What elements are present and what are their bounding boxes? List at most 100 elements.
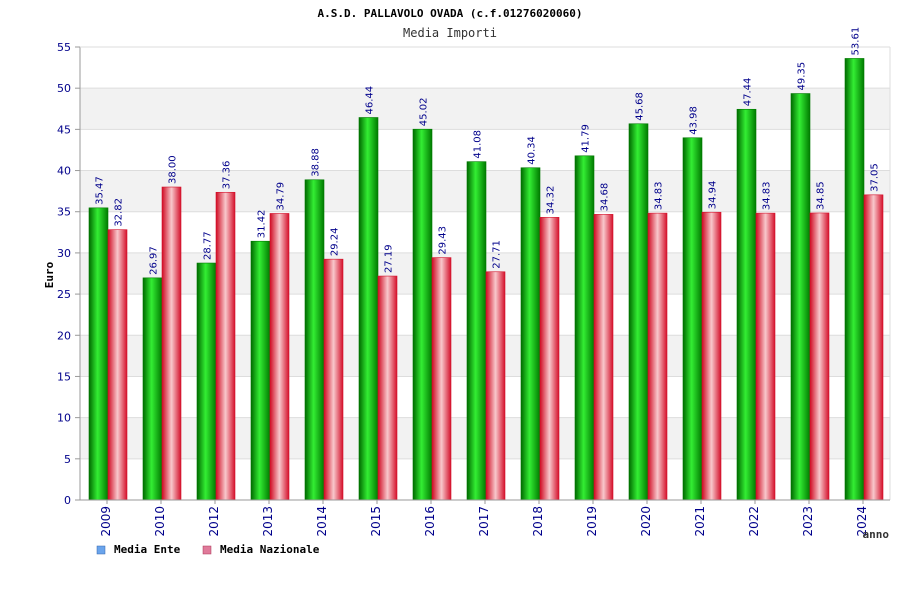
bar-media-nazionale <box>323 258 344 501</box>
x-axis-label: anno <box>863 528 890 541</box>
chart-subtitle: Media Importi <box>403 26 497 40</box>
x-tick-label: 2021 <box>693 506 707 537</box>
data-label-media-nazionale: 34.85 <box>816 181 827 210</box>
data-label-media-nazionale: 34.83 <box>654 181 665 210</box>
x-tick-label: 2024 <box>855 506 869 537</box>
y-tick-label: 15 <box>57 370 71 383</box>
data-label-media-nazionale: 27.71 <box>492 240 503 269</box>
data-label-media-ente: 40.34 <box>527 136 538 165</box>
data-label-media-ente: 41.79 <box>581 124 592 153</box>
legend: Media Ente Media Nazionale <box>96 543 320 556</box>
bar-media-nazionale <box>809 212 830 501</box>
bar-media-nazionale <box>161 186 182 501</box>
bar-media-ente <box>466 161 487 501</box>
y-tick-label: 55 <box>57 41 71 54</box>
bar-media-ente <box>520 167 541 501</box>
bar-media-nazionale <box>269 213 290 501</box>
bar-media-ente <box>196 262 217 501</box>
x-tick-label: 2015 <box>369 506 383 537</box>
x-tick-label: 2018 <box>531 506 545 537</box>
data-label-media-ente: 31.42 <box>257 210 268 239</box>
bar-media-ente <box>736 108 757 501</box>
data-label-media-nazionale: 34.79 <box>276 182 287 211</box>
x-tick-label: 2023 <box>801 506 815 537</box>
x-tick-label: 2012 <box>207 506 221 537</box>
data-label-media-ente: 46.44 <box>365 86 376 115</box>
data-label-media-ente: 41.08 <box>473 130 484 159</box>
x-tick-label: 2016 <box>423 506 437 537</box>
data-label-media-nazionale: 37.36 <box>222 161 233 190</box>
bar-media-nazionale <box>593 214 614 501</box>
data-label-media-nazionale: 29.43 <box>438 226 449 255</box>
data-label-media-ente: 28.77 <box>203 231 214 260</box>
bar-media-nazionale <box>863 194 884 501</box>
bar-media-ente <box>628 123 649 501</box>
bar-media-ente <box>844 58 865 501</box>
data-label-media-ente: 49.35 <box>797 62 808 91</box>
bar-media-nazionale <box>377 275 398 501</box>
y-tick-label: 30 <box>57 247 71 260</box>
data-label-media-nazionale: 34.68 <box>600 183 611 212</box>
x-tick-label: 2019 <box>585 506 599 537</box>
bars: 35.47 32.82 26.97 38.00 28.77 37.36 31.42 34.79… <box>88 27 884 501</box>
data-label-media-nazionale: 34.94 <box>708 181 719 210</box>
bar-media-ente <box>358 117 379 501</box>
bar-media-ente <box>682 137 703 501</box>
legend-swatch-media-nazionale <box>202 545 212 555</box>
y-tick-label: 45 <box>57 123 71 136</box>
x-tick-label: 2022 <box>747 506 761 537</box>
data-label-media-ente: 38.88 <box>311 148 322 177</box>
bar-media-ente <box>412 128 433 501</box>
y-tick-label: 5 <box>64 453 71 466</box>
y-tick-label: 10 <box>57 412 71 425</box>
bar-media-nazionale <box>431 257 452 501</box>
data-label-media-nazionale: 34.83 <box>762 181 773 210</box>
x-tick-label: 2020 <box>639 506 653 537</box>
bar-media-nazionale <box>701 211 722 501</box>
y-tick-label: 35 <box>57 206 71 219</box>
data-label-media-ente: 45.68 <box>635 92 646 121</box>
data-label-media-ente: 35.47 <box>95 176 106 205</box>
grid-band <box>80 88 890 130</box>
data-label-media-nazionale: 27.19 <box>384 244 395 273</box>
data-label-media-nazionale: 29.24 <box>330 228 341 257</box>
y-tick-label: 25 <box>57 288 71 301</box>
bar-media-nazionale <box>647 212 668 501</box>
bar-media-nazionale <box>215 191 236 501</box>
y-tick-label: 0 <box>64 494 71 507</box>
y-axis: 0 5 10 15 20 25 30 35 40 45 50 55 <box>57 41 891 507</box>
data-label-media-ente: 26.97 <box>149 246 160 275</box>
data-label-media-ente: 43.98 <box>689 106 700 135</box>
chart-title: A.S.D. PALLAVOLO OVADA (c.f.01276020060) <box>318 7 583 20</box>
bar-media-ente <box>250 240 271 501</box>
bar-media-ente <box>142 277 163 501</box>
data-label-media-ente: 53.61 <box>851 27 862 56</box>
data-label-media-nazionale: 37.05 <box>870 163 881 192</box>
bar-media-ente <box>304 179 325 501</box>
y-axis-label: Euro <box>43 261 56 288</box>
bar-media-nazionale <box>107 229 128 501</box>
y-tick-label: 20 <box>57 329 71 342</box>
y-tick-label: 50 <box>57 82 71 95</box>
x-tick-label: 2010 <box>153 506 167 537</box>
bar-media-ente <box>88 207 109 501</box>
legend-swatch-media-ente <box>96 545 106 555</box>
data-label-media-nazionale: 32.82 <box>114 198 125 227</box>
x-tick-label: 2013 <box>261 506 275 537</box>
data-label-media-nazionale: 38.00 <box>168 155 179 184</box>
x-tick-label: 2017 <box>477 506 491 537</box>
legend-label-media-nazionale: Media Nazionale <box>220 543 320 556</box>
bar-media-nazionale <box>485 271 506 501</box>
bar-media-ente <box>790 93 811 501</box>
x-tick-label: 2014 <box>315 506 329 537</box>
x-tick-label: 2009 <box>99 506 113 537</box>
bar-media-ente <box>574 155 595 501</box>
bar-media-nazionale <box>539 217 560 501</box>
legend-label-media-ente: Media Ente <box>114 543 181 556</box>
y-tick-label: 40 <box>57 165 71 178</box>
bar-media-nazionale <box>755 212 776 501</box>
x-axis: 2009 2010 2012 2013 2014 2015 2016 2017 2018 2019… <box>80 499 890 537</box>
data-label-media-ente: 45.02 <box>419 98 430 127</box>
data-label-media-nazionale: 34.32 <box>546 186 557 215</box>
